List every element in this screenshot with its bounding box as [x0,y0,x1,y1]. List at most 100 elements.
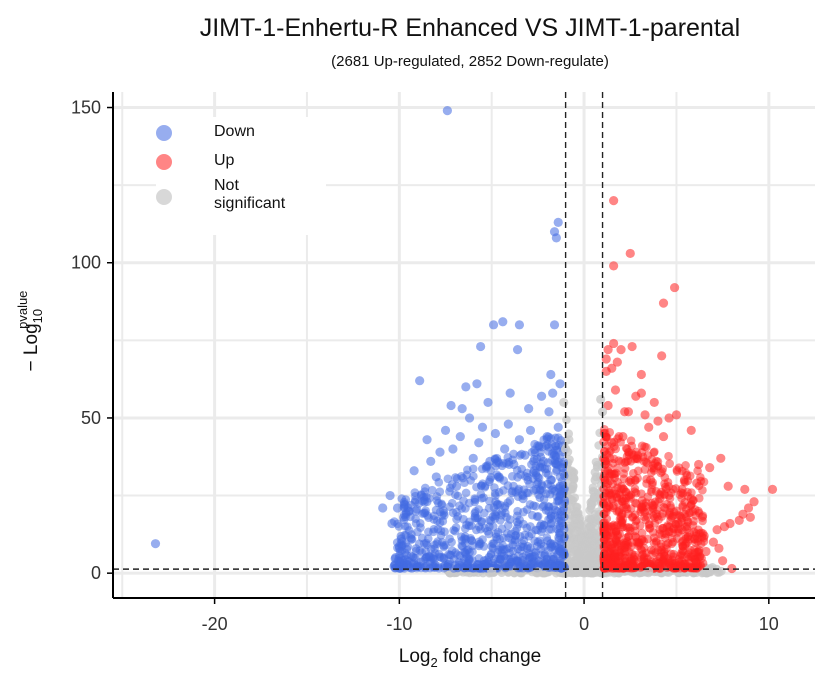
data-point [591,457,601,467]
data-point [694,493,704,503]
data-point [625,248,635,259]
data-point [629,563,638,573]
data-point [671,506,682,516]
data-point [609,524,619,533]
data-point [387,518,397,529]
data-point [599,473,609,483]
data-point [535,493,545,503]
data-point [419,508,429,518]
data-point [442,106,452,116]
legend-label-down: Down [214,123,255,140]
data-point [631,391,641,401]
data-point [603,345,613,355]
data-point [559,547,568,556]
data-point [548,388,558,398]
data-point [518,494,528,504]
data-point [569,473,578,483]
x-tick-label: 0 [579,614,589,634]
data-point [568,481,578,491]
data-point [468,547,477,557]
data-point [554,533,563,542]
data-point [511,535,520,545]
data-point [431,505,441,515]
data-point [520,560,529,570]
x-label-sub: 2 [430,655,438,670]
data-point [727,563,737,574]
data-point [468,464,478,474]
data-point [590,475,600,485]
data-point [568,520,578,530]
data-point [686,494,696,504]
data-point [391,553,401,563]
data-point [675,564,685,573]
data-point [446,550,456,560]
data-point [639,499,648,508]
data-point [623,407,634,417]
data-point [432,516,442,526]
data-point [474,541,484,551]
data-point [505,388,515,398]
data-point [708,537,718,547]
data-point [621,561,631,570]
legend-item-not-significant [156,187,172,205]
data-point [559,512,569,522]
data-point [453,512,463,521]
y-label-prefix: − Log [21,323,42,372]
data-point [476,341,486,352]
data-points [150,106,778,577]
data-point [520,450,530,460]
data-point [599,437,608,447]
data-point [498,458,508,468]
data-point [601,366,611,376]
data-point [603,400,613,411]
point-clouds [389,415,726,578]
data-point [561,444,571,454]
data-point [489,539,499,548]
data-point [480,481,490,491]
data-point [621,500,630,510]
data-point [472,564,482,573]
data-point [452,550,462,559]
data-point [658,431,669,442]
data-point [461,382,471,392]
legend-dot-down [156,125,172,141]
data-point [609,261,619,271]
chart-subtitle: (2681 Up-regulated, 2852 Down-regulate) [331,53,609,70]
data-point [647,454,656,464]
data-point [497,508,507,517]
data-point [460,547,469,557]
data-point [520,530,530,540]
data-point [587,568,597,578]
data-point [585,506,594,515]
data-point [616,512,626,521]
data-point [653,416,663,426]
data-point [669,524,678,534]
data-point [600,525,609,534]
data-point [530,536,539,546]
data-point [555,481,565,491]
data-point [767,484,778,494]
data-point [488,320,499,330]
legend-item-up [156,152,172,170]
data-point [557,490,566,500]
data-point [426,456,436,467]
data-point [486,516,495,526]
data-point [452,474,462,483]
data-point [455,431,465,442]
data-point [645,519,654,529]
data-point [396,534,406,544]
data-point [607,438,617,448]
data-point [472,379,482,389]
data-point [585,553,595,563]
data-point [415,376,425,386]
data-point [457,532,466,541]
data-point [467,535,476,545]
data-point [639,557,649,566]
data-point [411,546,421,556]
data-point [666,515,676,525]
data-point [676,549,686,558]
data-point [649,397,659,408]
data-point [509,459,519,470]
legend-dot-not-significant [156,189,172,205]
data-point [440,425,451,435]
